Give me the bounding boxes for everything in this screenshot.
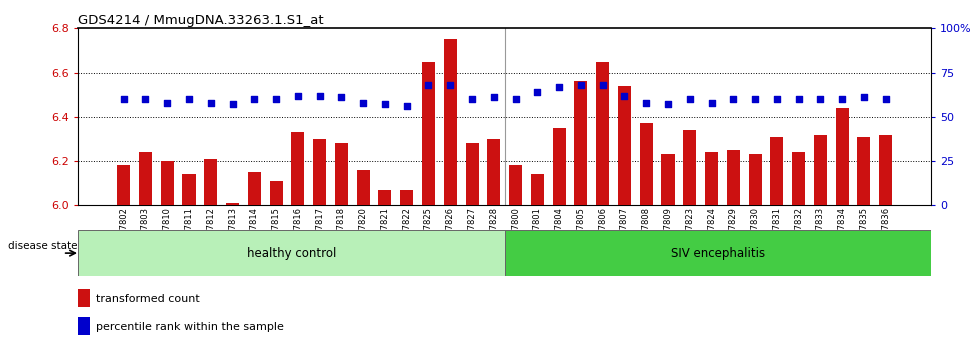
Point [399, 103, 415, 109]
Bar [727, 150, 740, 205]
Point [552, 84, 567, 90]
Point [725, 96, 741, 102]
Bar [879, 135, 892, 205]
Point [769, 96, 785, 102]
Point [356, 100, 371, 105]
Bar [226, 203, 239, 205]
Point [573, 82, 589, 88]
Bar [444, 39, 457, 205]
Point [420, 82, 436, 88]
Text: transformed count: transformed count [96, 294, 200, 304]
Point [529, 89, 545, 95]
Point [486, 95, 502, 100]
Bar [335, 143, 348, 205]
Point [377, 102, 393, 107]
Bar [574, 81, 587, 205]
Bar [248, 172, 261, 205]
Text: GDS4214 / MmugDNA.33263.1.S1_at: GDS4214 / MmugDNA.33263.1.S1_at [78, 14, 324, 27]
Bar [400, 190, 414, 205]
Bar [291, 132, 305, 205]
Point [312, 93, 327, 98]
Point [442, 82, 458, 88]
Point [747, 96, 762, 102]
Bar [596, 62, 610, 205]
Bar [509, 166, 522, 205]
Point [224, 102, 240, 107]
Point [203, 100, 219, 105]
Bar [78, 317, 90, 335]
Bar [139, 152, 152, 205]
Bar [204, 159, 218, 205]
Point [812, 96, 828, 102]
Bar [378, 190, 391, 205]
Text: percentile rank within the sample: percentile rank within the sample [96, 322, 284, 332]
Point [269, 96, 284, 102]
Bar [705, 152, 718, 205]
Point [857, 95, 872, 100]
Text: healthy control: healthy control [247, 247, 336, 259]
Bar [505, 230, 931, 276]
Bar [161, 161, 173, 205]
Point [508, 96, 523, 102]
Point [290, 93, 306, 98]
Bar [357, 170, 369, 205]
Point [116, 96, 131, 102]
Bar [858, 137, 870, 205]
Point [333, 95, 349, 100]
Point [160, 100, 175, 105]
Bar [78, 230, 505, 276]
Bar [487, 139, 501, 205]
Bar [662, 154, 674, 205]
Bar [466, 143, 478, 205]
Point [247, 96, 263, 102]
Bar [422, 62, 435, 205]
Bar [813, 135, 827, 205]
Bar [182, 175, 196, 205]
Bar [553, 128, 565, 205]
Point [682, 96, 698, 102]
Bar [118, 166, 130, 205]
Bar [618, 86, 631, 205]
Point [465, 96, 480, 102]
Text: disease state: disease state [9, 241, 77, 251]
Point [791, 96, 807, 102]
Bar [531, 175, 544, 205]
Bar [836, 108, 849, 205]
Bar [749, 154, 761, 205]
Point [137, 96, 153, 102]
Point [878, 96, 894, 102]
Bar [770, 137, 783, 205]
Point [181, 96, 197, 102]
Point [595, 82, 611, 88]
Point [616, 93, 632, 98]
Bar [78, 289, 90, 307]
Bar [640, 124, 653, 205]
Text: SIV encephalitis: SIV encephalitis [670, 247, 765, 259]
Bar [313, 139, 326, 205]
Bar [792, 152, 806, 205]
Bar [270, 181, 282, 205]
Bar [683, 130, 697, 205]
Point [834, 96, 850, 102]
Point [638, 100, 654, 105]
Point [661, 102, 676, 107]
Point [704, 100, 719, 105]
